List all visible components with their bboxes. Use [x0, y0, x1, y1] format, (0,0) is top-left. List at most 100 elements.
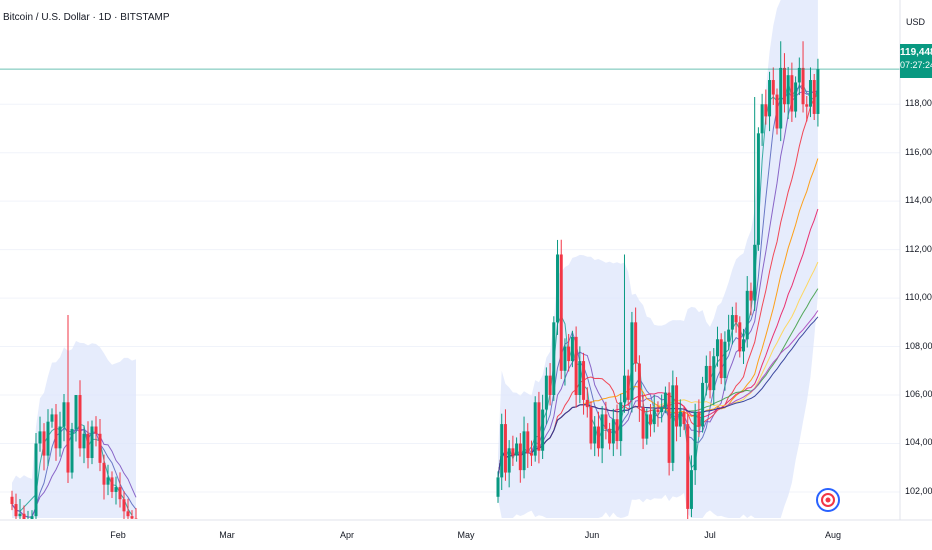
candle-body — [38, 431, 42, 444]
candle-body — [18, 513, 22, 517]
candle-body — [600, 414, 604, 449]
candle-body — [22, 513, 26, 519]
candle-body — [768, 80, 772, 117]
candle-body — [630, 322, 634, 400]
moving-average-line — [11, 423, 133, 516]
candle-body — [130, 516, 134, 519]
candle-body — [686, 424, 690, 509]
candle-body — [622, 375, 626, 403]
candle-body — [712, 356, 716, 391]
candle-body — [556, 254, 560, 323]
price-tick-label: 112,000 — [905, 243, 932, 254]
candle-body — [34, 443, 38, 517]
price-tick-label: 108,000 — [905, 340, 932, 351]
candle-body — [548, 375, 552, 396]
candle-body — [715, 339, 719, 357]
candle-body — [805, 104, 809, 107]
candle-body — [14, 504, 18, 517]
candle-body — [738, 322, 742, 352]
candle-body — [82, 433, 86, 449]
candle-body — [801, 67, 805, 105]
time-tick-label: Jul — [704, 530, 716, 540]
candle-body — [727, 329, 731, 342]
moving-average-line — [11, 428, 137, 518]
candle-body — [102, 462, 106, 485]
candle-body — [30, 516, 34, 519]
last-price-badge: 119,448 07:27:24 — [900, 44, 932, 78]
candle-body — [734, 315, 738, 323]
candle-body — [760, 104, 764, 134]
price-tick-label: 106,000 — [905, 389, 932, 400]
candle-body — [775, 94, 779, 129]
candle-body — [46, 421, 50, 456]
candle-body — [78, 395, 82, 449]
time-tick-label: May — [457, 530, 475, 540]
candle-body — [816, 69, 820, 114]
price-tick-label: 118,000 — [905, 98, 932, 109]
candle-body — [611, 419, 615, 444]
candle-body — [634, 322, 638, 364]
candle-body — [90, 426, 94, 459]
last-price-value: 119,448 — [900, 47, 932, 58]
candle-body — [756, 133, 760, 245]
candle-body — [86, 433, 90, 459]
candle-body — [54, 414, 58, 449]
candle-body — [541, 409, 545, 451]
candle-body — [529, 453, 533, 456]
candle-body — [593, 426, 597, 444]
candle-body — [533, 402, 537, 456]
candle-body — [58, 426, 62, 449]
candle-body — [574, 336, 578, 396]
candle-body — [98, 433, 102, 463]
candle-body — [730, 315, 734, 330]
candle-body — [503, 424, 507, 473]
candle-body — [537, 402, 541, 451]
bollinger-band — [12, 0, 818, 518]
candle-body — [652, 409, 656, 425]
candle-body — [719, 339, 723, 379]
candle-body — [118, 487, 122, 500]
candle-body — [742, 339, 746, 352]
candle-body — [552, 322, 556, 396]
candle-body — [656, 409, 660, 412]
candle-body — [563, 346, 567, 371]
candle-body — [578, 361, 582, 396]
candle-body — [753, 244, 757, 301]
candle-body — [671, 385, 675, 463]
price-tick-label: 110,000 — [905, 292, 932, 303]
candle-body — [794, 82, 798, 112]
candle-body — [114, 487, 118, 492]
chart-title: Bitcoin / U.S. Dollar · 1D · BITSTAMP — [3, 12, 170, 23]
candle-body — [585, 399, 589, 408]
grid-lines — [0, 103, 900, 493]
candle-body — [496, 477, 500, 497]
time-tick-label: Mar — [219, 530, 235, 540]
time-tick-label: Feb — [110, 530, 126, 540]
candle-body — [645, 414, 649, 439]
candle-body — [693, 411, 697, 471]
time-tick-label: Apr — [339, 530, 355, 540]
candle-body — [649, 414, 653, 425]
candle-body — [626, 375, 630, 400]
currency-label[interactable]: USD — [906, 17, 926, 27]
candle-body — [518, 443, 522, 471]
candle-body — [522, 431, 526, 471]
candle-body — [50, 414, 54, 422]
candle-body — [500, 424, 504, 478]
candle-body — [10, 496, 14, 505]
candle-body — [701, 382, 705, 427]
candle-body — [619, 402, 623, 442]
candle-body — [779, 67, 783, 129]
candle-body — [507, 448, 511, 473]
candle-body — [812, 80, 816, 114]
candle-body — [786, 75, 790, 105]
candle-body — [94, 426, 98, 434]
candle-body — [808, 80, 812, 107]
price-tick-label: 116,000 — [905, 146, 932, 157]
tradingview-logo-icon[interactable] — [815, 487, 841, 513]
candle-body — [567, 346, 571, 362]
time-tick-label: Aug — [824, 530, 842, 540]
candle-body — [110, 477, 114, 492]
candle-body — [62, 402, 66, 427]
